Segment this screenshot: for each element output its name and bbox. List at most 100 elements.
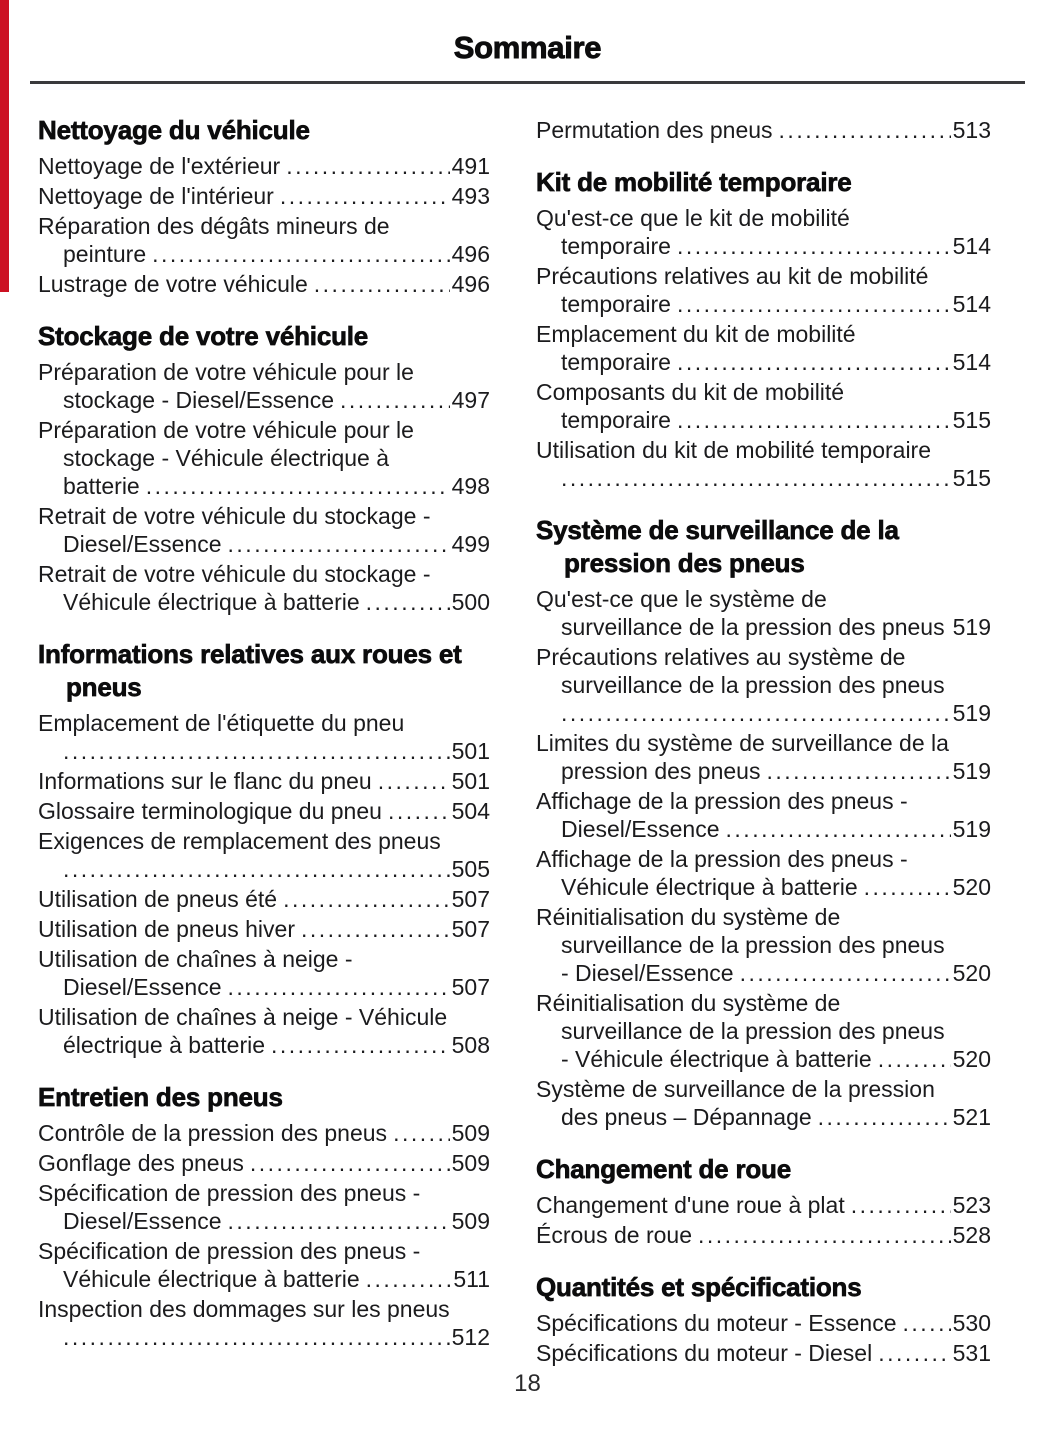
toc-column-left: Nettoyage du véhicule Nettoyage de l'exté…	[38, 114, 490, 1369]
toc-leader-dots	[561, 464, 951, 492]
toc-entry[interactable]: Permutation des pneus513	[536, 116, 991, 144]
section-heading: Kit de mobilité temporaire	[536, 167, 852, 198]
section-heading: Stockage de votre véhicule	[38, 321, 369, 352]
toc-section: Permutation des pneus513	[536, 116, 991, 144]
toc-entry[interactable]: Gonflage des pneus509	[38, 1149, 490, 1177]
toc-entry-title: Permutation des pneus	[536, 116, 951, 144]
toc-entry-title: Utilisation du kit de mobilité temporair…	[536, 437, 932, 463]
toc-entry[interactable]: Qu'est-ce que le système de surveillance…	[536, 585, 991, 641]
toc-entry-title: Utilisation de pneus hiver	[38, 915, 450, 943]
toc-section: Stockage de votre véhicule Préparation de…	[38, 320, 490, 616]
toc-section: Changement de roue Changement d'une roue …	[536, 1153, 991, 1249]
toc-entry-title: Nettoyage de l'intérieur	[38, 182, 450, 210]
toc-entry-page: 509	[451, 1120, 490, 1146]
toc-leader-dots	[63, 855, 450, 883]
toc-entry-title: Gonflage des pneus	[38, 1149, 450, 1177]
toc-entry-title: Retrait de votre véhicule du stockage - …	[38, 560, 450, 616]
toc-entry-page: 530	[952, 1310, 991, 1336]
title-divider	[30, 81, 1025, 84]
section-heading: Nettoyage du véhicule	[38, 115, 311, 146]
toc-entry-page: 515	[952, 465, 991, 491]
toc-entry[interactable]: Préparation de votre véhicule pour le st…	[38, 358, 490, 414]
toc-entry-title: Retrait de votre véhicule du stockage - …	[38, 502, 450, 558]
section-heading: Système de surveillance de la pression d…	[536, 515, 900, 579]
page-title: Sommaire	[453, 30, 602, 66]
toc-entry-page: 507	[451, 974, 490, 1000]
toc-entry-title: Glossaire terminologique du pneu	[38, 797, 450, 825]
toc-entry[interactable]: Glossaire terminologique du pneu504	[38, 797, 490, 825]
toc-entry[interactable]: Réparation des dégâts mineurs de peintur…	[38, 212, 490, 268]
toc-leader-row: 515	[536, 464, 991, 492]
toc-entry[interactable]: Retrait de votre véhicule du stockage - …	[38, 502, 490, 558]
toc-section: Informations relatives aux roues et pneu…	[38, 638, 490, 1059]
toc-entry[interactable]: Écrous de roue528	[536, 1221, 991, 1249]
toc-entry[interactable]: Précautions relatives au système de surv…	[536, 643, 991, 727]
toc-entry[interactable]: Lustrage de votre véhicule496	[38, 270, 490, 298]
toc-entry-page: 514	[952, 233, 991, 259]
toc-entry[interactable]: Nettoyage de l'extérieur491	[38, 152, 490, 180]
toc-entry-title: Qu'est-ce que le kit de mobilité tempora…	[536, 204, 951, 260]
toc-entry[interactable]: Informations sur le flanc du pneu501	[38, 767, 490, 795]
toc-section: Quantités et spécifications Spécification…	[536, 1271, 991, 1367]
toc-entry[interactable]: Composants du kit de mobilité temporaire…	[536, 378, 991, 434]
toc-entry[interactable]: Préparation de votre véhicule pour le st…	[38, 416, 490, 500]
toc-entry-title: Préparation de votre véhicule pour le st…	[38, 416, 450, 500]
toc-entry[interactable]: Limites du système de surveillance de la…	[536, 729, 991, 785]
toc-entry-page: 514	[952, 349, 991, 375]
toc-entry[interactable]: Réinitialisation du système de surveilla…	[536, 989, 991, 1073]
toc-entry[interactable]: Utilisation de chaînes à neige - Véhicul…	[38, 1003, 490, 1059]
toc-entry[interactable]: Utilisation de pneus été507	[38, 885, 490, 913]
toc-entry-title: Informations sur le flanc du pneu	[38, 767, 450, 795]
toc-entry-page: 523	[952, 1192, 991, 1218]
toc-entry-title: Système de surveillance de la pression d…	[536, 1075, 951, 1131]
toc-entry[interactable]: Affichage de la pression des pneus - Véh…	[536, 845, 991, 901]
toc-entry-page: 519	[952, 816, 991, 842]
toc-entry[interactable]: Spécification de pression des pneus - Vé…	[38, 1237, 490, 1293]
toc-entry[interactable]: Réinitialisation du système de surveilla…	[536, 903, 991, 987]
toc-entry[interactable]: Précautions relatives au kit de mobilité…	[536, 262, 991, 318]
toc-entry[interactable]: Inspection des dommages sur les pneus512	[38, 1295, 490, 1351]
toc-entry[interactable]: Changement d'une roue à plat523	[536, 1191, 991, 1219]
toc-entry-page: 512	[451, 1324, 490, 1350]
toc-entry-title: Utilisation de chaînes à neige - Véhicul…	[38, 1003, 450, 1059]
toc-entry-title: Précautions relatives au kit de mobilité…	[536, 262, 951, 318]
toc-entry[interactable]: Spécification de pression des pneus - Di…	[38, 1179, 490, 1235]
toc-entry-title: Préparation de votre véhicule pour le st…	[38, 358, 450, 414]
toc-entry-page: 509	[451, 1150, 490, 1176]
section-heading: Entretien des pneus	[38, 1082, 284, 1113]
toc-entry[interactable]: Spécifications du moteur - Essence530	[536, 1309, 991, 1337]
toc-entry-title: Nettoyage de l'extérieur	[38, 152, 450, 180]
toc-entry-title: Spécification de pression des pneus - Di…	[38, 1179, 450, 1235]
toc-entry[interactable]: Exigences de remplacement des pneus 505	[38, 827, 490, 883]
toc-entry-title: Affichage de la pression des pneus - Véh…	[536, 845, 951, 901]
toc-entry[interactable]: Système de surveillance de la pression d…	[536, 1075, 991, 1131]
toc-entry-page: 501	[451, 738, 490, 764]
toc-section: Système de surveillance de la pression d…	[536, 514, 991, 1131]
toc-entry[interactable]: Utilisation du kit de mobilité temporair…	[536, 436, 991, 492]
toc-entry[interactable]: Emplacement du kit de mobilité temporair…	[536, 320, 991, 376]
toc-entry-page: 499	[451, 531, 490, 557]
toc-entry[interactable]: Retrait de votre véhicule du stockage - …	[38, 560, 490, 616]
toc-entry[interactable]: Affichage de la pression des pneus - Die…	[536, 787, 991, 843]
toc-entry[interactable]: Spécifications du moteur - Diesel531	[536, 1339, 991, 1367]
toc-entry[interactable]: Contrôle de la pression des pneus509	[38, 1119, 490, 1147]
toc-entry-page: 496	[451, 271, 490, 297]
toc-entry-page: 520	[952, 960, 991, 986]
toc-entry-page: 508	[451, 1032, 490, 1058]
toc-entry-title: Précautions relatives au système de surv…	[536, 644, 945, 698]
toc-entry-page: 493	[451, 183, 490, 209]
page-number: 18	[514, 1370, 541, 1397]
toc-entry-page: 501	[451, 768, 490, 794]
toc-leader-row: 519	[536, 699, 991, 727]
toc-entry[interactable]: Emplacement de l'étiquette du pneu 501	[38, 709, 490, 765]
toc-entry[interactable]: Utilisation de chaînes à neige - Diesel/…	[38, 945, 490, 1001]
chapter-edge-tab	[0, 0, 9, 292]
toc-entry[interactable]: Nettoyage de l'intérieur493	[38, 182, 490, 210]
toc-entry[interactable]: Qu'est-ce que le kit de mobilité tempora…	[536, 204, 991, 260]
toc-entry-page: 519	[952, 758, 991, 784]
toc-entry[interactable]: Utilisation de pneus hiver507	[38, 915, 490, 943]
toc-entry-title: Spécifications du moteur - Diesel	[536, 1339, 951, 1367]
toc-leader-dots	[63, 1323, 450, 1351]
toc-entry-page: 497	[451, 387, 490, 413]
toc-entry-page: 531	[952, 1340, 991, 1366]
